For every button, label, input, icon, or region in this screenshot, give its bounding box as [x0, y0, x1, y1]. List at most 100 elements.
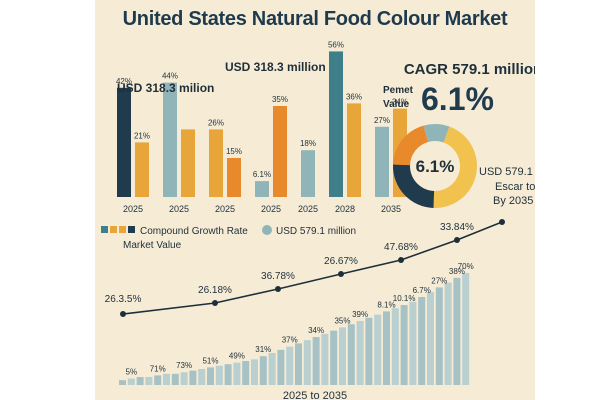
growth-bar-label: 39%	[352, 310, 368, 319]
bar	[301, 150, 315, 197]
growth-bar	[347, 324, 355, 385]
bar-tick-label: 2028	[335, 204, 355, 214]
growth-bar	[365, 317, 373, 385]
growth-bar-label: 34%	[308, 326, 324, 335]
growth-bar	[321, 333, 329, 385]
growth-bar	[224, 364, 232, 385]
line-point-label: 26.3.5%	[105, 294, 142, 305]
growth-bar	[136, 377, 144, 385]
pemet-label: Pemet	[383, 85, 414, 96]
bar-data-label: 34%	[392, 98, 408, 107]
growth-bar-label: 6.7%	[413, 286, 431, 295]
line-point	[454, 237, 460, 243]
growth-bar	[215, 365, 223, 385]
line-point	[499, 219, 505, 225]
bar	[163, 82, 177, 197]
bar-data-label: 26%	[208, 118, 224, 127]
legend-swatch	[128, 226, 135, 233]
bar-data-label: 42%	[116, 77, 132, 86]
legend-sublabel: Market Value	[123, 240, 182, 251]
line-point	[338, 271, 344, 277]
bar-data-label: 44%	[162, 72, 178, 81]
line-point	[120, 311, 126, 317]
growth-bar	[198, 369, 206, 385]
donut-side-text: USD 579.1 milion	[479, 166, 535, 178]
line-point-label: 36.78%	[261, 271, 295, 282]
growth-bar-label: 38%	[449, 267, 465, 276]
bar-data-label: 56%	[328, 40, 344, 49]
growth-bar-label: 10.1%	[393, 294, 416, 303]
growth-bar	[462, 273, 470, 385]
growth-bar	[163, 373, 170, 385]
growth-bar	[189, 370, 197, 385]
growth-bar-label: 37%	[282, 336, 298, 345]
growth-bar	[127, 378, 135, 385]
growth-bar	[444, 282, 452, 385]
bar	[255, 181, 269, 197]
bar-tick-label: 2035	[381, 204, 401, 214]
donut-side-text: Escar to	[495, 181, 535, 193]
growth-bar	[154, 375, 162, 385]
growth-bar-label: 51%	[202, 356, 218, 365]
donut-slice	[423, 123, 450, 143]
growth-bar	[145, 377, 153, 385]
bar	[209, 129, 223, 197]
growth-bar-label: 31%	[255, 345, 271, 354]
growth-bar	[180, 372, 188, 385]
bar	[347, 103, 361, 197]
cagr-header: CAGR 579.1 million	[404, 61, 535, 78]
line-point-label: 33.84%	[440, 222, 474, 233]
bar-data-label: 18%	[300, 139, 316, 148]
growth-bar	[330, 330, 338, 385]
growth-bar	[435, 287, 443, 385]
line-point	[212, 300, 218, 306]
bar-data-label: 6.1%	[253, 170, 271, 179]
infographic-poster: United States Natural Food Colour Market…	[95, 0, 535, 400]
growth-bar-label: 70%	[458, 262, 474, 271]
growth-bar	[312, 337, 320, 385]
page-title: United States Natural Food Colour Market	[122, 8, 508, 30]
bar-tick-label: 2025	[123, 204, 143, 214]
growth-bar	[400, 305, 408, 385]
donut-center-label: 6.1%	[416, 157, 455, 176]
growth-bar	[295, 343, 302, 385]
bar-data-label: 35%	[272, 95, 288, 104]
bar-data-label: 15%	[226, 147, 242, 156]
line-point	[398, 257, 404, 263]
growth-bar	[251, 359, 258, 385]
legend-label: Compound Growth Rate	[140, 226, 248, 237]
bar-tick-label: 2025	[215, 204, 235, 214]
growth-bar	[233, 362, 241, 385]
growth-bar	[339, 327, 346, 385]
bar	[273, 106, 287, 197]
bar	[117, 87, 131, 197]
growth-bar	[286, 346, 294, 385]
legend-swatch	[110, 226, 117, 233]
growth-bar	[303, 340, 311, 385]
legend-dot	[262, 225, 272, 235]
bar-data-label: 36%	[346, 92, 362, 101]
growth-bar	[119, 380, 126, 385]
growth-bar-label: 49%	[229, 352, 245, 361]
bar-tick-label: 2025	[298, 204, 318, 214]
bar-data-label: 27%	[374, 116, 390, 125]
bar	[375, 126, 389, 197]
donut-slice	[433, 126, 477, 208]
growth-bar-label: 73%	[176, 361, 192, 370]
bar-tick-label: 2025	[261, 204, 281, 214]
x-axis-label: 2025 to 2035	[283, 390, 347, 400]
growth-bar-label: 71%	[150, 364, 166, 373]
growth-bar-label: 8.1%	[377, 300, 395, 309]
growth-bar	[418, 297, 426, 385]
growth-bar	[277, 349, 285, 385]
chart-canvas: 42% 21% 2025 44% 2025 26% 15% 2025 6.1% 35% 2025 18…	[101, 40, 535, 400]
bar	[181, 129, 195, 197]
growth-bar	[427, 292, 434, 385]
growth-bar	[259, 356, 267, 385]
growth-bar-label: 27%	[431, 276, 447, 285]
growth-bar	[409, 301, 417, 385]
donut-side-text: By 2035	[493, 195, 533, 207]
market-value-mid: USD 318.3 million	[225, 60, 326, 74]
growth-bar	[268, 353, 276, 385]
line-point-label: 47.68%	[384, 242, 418, 253]
